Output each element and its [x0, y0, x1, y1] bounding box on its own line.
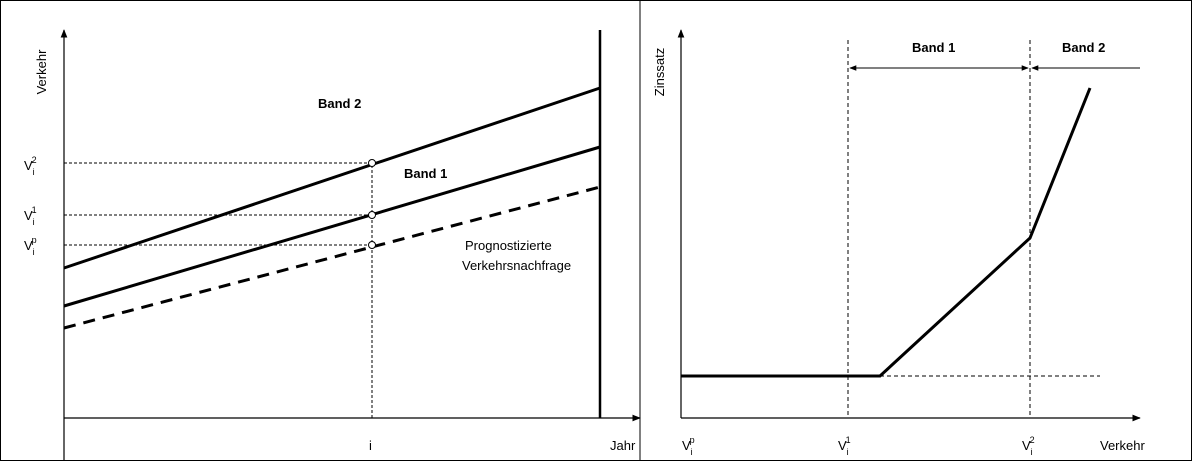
label-part: 2: [1030, 435, 1035, 445]
label-part: p: [32, 235, 37, 245]
point: [368, 211, 376, 219]
label-part: i: [847, 447, 849, 457]
label-part: i: [33, 167, 35, 177]
label-part: V: [682, 438, 691, 453]
band-label: Band 2: [1062, 40, 1105, 55]
x-tick: Vip: [682, 435, 695, 457]
forecast-label: Verkehrsnachfrage: [462, 258, 571, 273]
x-tick: Vi 2: [1022, 435, 1035, 457]
label-part: i: [1031, 447, 1033, 457]
y-label: Verkehr: [34, 49, 49, 94]
label-part: i: [33, 247, 35, 257]
band-label: Band 1: [912, 40, 955, 55]
label-part: i: [33, 217, 35, 227]
band-label: Band 2: [318, 96, 361, 111]
label-part: p: [690, 435, 695, 445]
label-part: 2: [32, 155, 37, 165]
lower-line: [63, 145, 601, 308]
label-part: 1: [32, 205, 37, 215]
label-part: i: [691, 447, 693, 457]
point: [368, 159, 376, 167]
point: [368, 241, 376, 249]
x-tick: Vi 1: [838, 435, 851, 457]
label-part: V: [838, 438, 847, 453]
upper-line: [63, 86, 601, 270]
forecast-line: [63, 185, 601, 330]
x-label: Jahr: [610, 438, 636, 453]
y-label: Zinssatz: [652, 48, 667, 96]
label-part: V: [1022, 438, 1031, 453]
rate-curve: [681, 87, 1092, 378]
x-label: Verkehr: [1100, 438, 1145, 453]
right-panel: [677, 29, 1141, 422]
x-tick: i: [369, 438, 372, 453]
label-part: V: [24, 208, 33, 223]
label-part: V: [24, 158, 33, 173]
label-part: 1: [846, 435, 851, 445]
band-label: Band 1: [404, 166, 447, 181]
forecast-label: Prognostizierte: [465, 238, 552, 253]
left-panel: [60, 29, 641, 461]
level-label: Vi 2: [24, 155, 37, 177]
level-label: Vip: [24, 235, 37, 257]
level-label: Vi 1: [24, 205, 37, 227]
label-part: V: [24, 238, 33, 253]
